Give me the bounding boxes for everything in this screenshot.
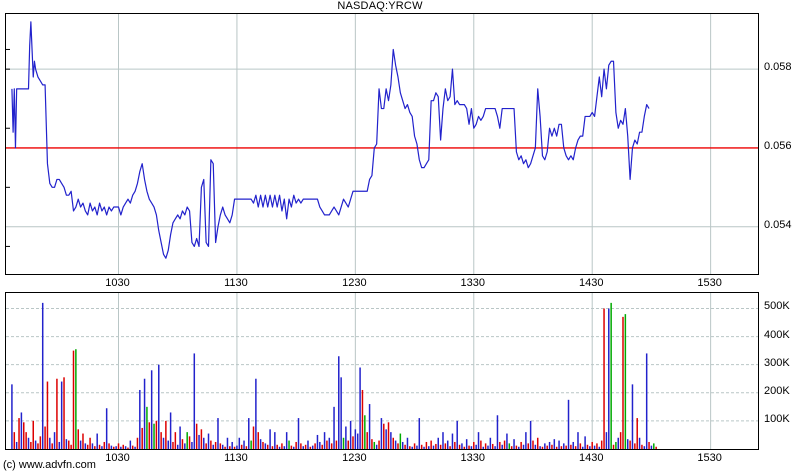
price-x-axis-label: 1330 xyxy=(460,277,486,289)
price-line-series xyxy=(11,21,650,259)
price-y-axis-label: 0.054 xyxy=(764,218,792,231)
volume-x-axis-label: 1330 xyxy=(460,452,486,464)
volume-x-axis-label: 1130 xyxy=(224,452,248,464)
page-title: NASDAQ:YRCW xyxy=(337,0,423,12)
price-x-axis-label: 1130 xyxy=(224,277,248,289)
copyright-watermark: (c) www.advfn.com xyxy=(3,459,96,471)
volume-plot-area[interactable] xyxy=(6,293,758,449)
volume-x-axis-label: 1030 xyxy=(105,452,130,464)
price-x-axis-label: 1430 xyxy=(578,277,604,289)
volume-y-axis-label: 500K xyxy=(764,300,790,313)
volume-chart-panel[interactable] xyxy=(5,292,759,450)
volume-x-axis-label: 1430 xyxy=(578,452,604,464)
volume-y-axis-label: 300K xyxy=(764,356,790,369)
price-plot-area[interactable] xyxy=(6,14,758,274)
volume-x-axis-label: 1230 xyxy=(342,452,367,464)
price-x-axis-label: 1030 xyxy=(105,277,130,289)
volume-y-axis-label: 100K xyxy=(764,412,790,425)
price-chart-panel[interactable] xyxy=(5,13,759,275)
volume-x-axis-label: 1530 xyxy=(697,452,722,464)
price-y-axis-label: 0.058 xyxy=(764,61,792,74)
price-x-axis-label: 1530 xyxy=(697,277,722,289)
price-y-axis-label: 0.056 xyxy=(764,139,792,152)
volume-y-axis-label: 400K xyxy=(764,328,790,341)
volume-y-axis-label: 200K xyxy=(764,384,790,397)
price-x-axis-label: 1230 xyxy=(342,277,367,289)
